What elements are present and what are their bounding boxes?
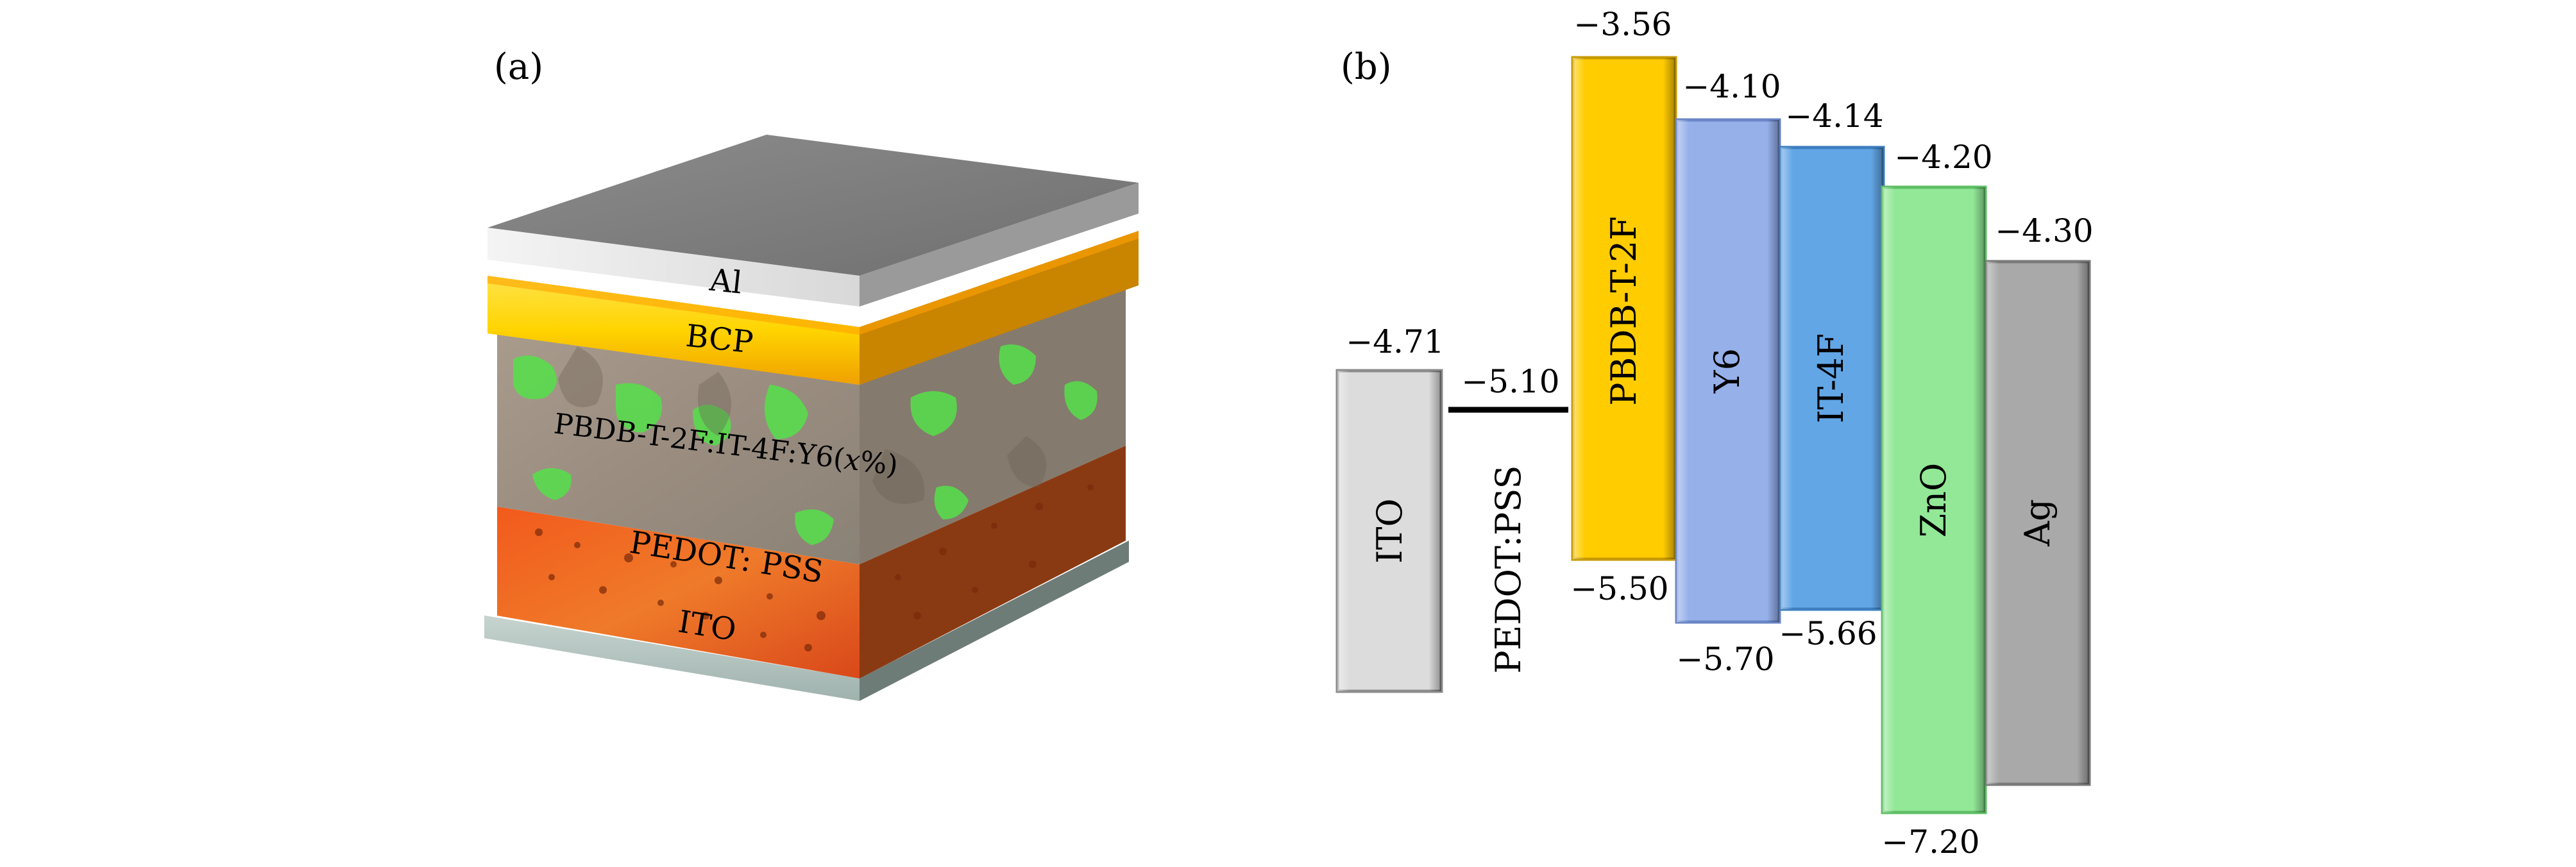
layer-active xyxy=(497,285,1126,564)
layer-al xyxy=(487,135,1139,307)
pedot-right-face xyxy=(860,446,1126,678)
pedot-front-face xyxy=(497,507,860,678)
zno-top-value: −4.20 xyxy=(1894,139,1992,176)
al-top-face xyxy=(487,135,1139,276)
label-ito: ITO xyxy=(676,603,739,648)
bar-it4f: IT-4F xyxy=(1779,146,1885,611)
bar-y6-name: Y6 xyxy=(1707,348,1747,394)
bcp-front-face xyxy=(487,276,860,385)
active-texture-green xyxy=(513,344,1097,545)
zno-bottom-value: −7.20 xyxy=(1881,823,1979,861)
bar-ito-shade xyxy=(1337,371,1441,691)
bar-pbdb-shade xyxy=(1573,58,1675,559)
pedot-texture xyxy=(535,484,1094,652)
y6-top-value: −4.10 xyxy=(1682,68,1781,105)
bar-y6-shade xyxy=(1677,120,1779,622)
ag-top-value: −4.30 xyxy=(1995,212,2093,249)
active-right-face xyxy=(860,285,1126,564)
label-al: Al xyxy=(708,262,744,301)
y6-bottom-value: −5.70 xyxy=(1676,641,1774,678)
bcp-top-edge xyxy=(487,231,1139,335)
layer-ito xyxy=(484,541,1129,701)
layer-pedot xyxy=(497,446,1126,678)
label-bcp: BCP xyxy=(684,318,754,361)
bar-zno-shade xyxy=(1883,187,1985,812)
bcp-right-face xyxy=(860,231,1139,385)
ito-top-value: −4.71 xyxy=(1346,323,1444,360)
pedot-level-value: −5.10 xyxy=(1461,363,1559,400)
bar-zno: ZnO xyxy=(1881,185,1987,814)
pbdb-bottom-value: −5.50 xyxy=(1570,570,1668,607)
active-texture-dark xyxy=(558,346,1047,504)
bar-ito-name: ITO xyxy=(1369,498,1410,564)
it4f-bottom-value: −5.66 xyxy=(1779,615,1877,652)
layer-bcp xyxy=(487,231,1139,385)
al-right-face xyxy=(860,183,1139,307)
pedot-name: PEDOT:PSS xyxy=(1488,466,1529,674)
al-front-face xyxy=(487,228,860,307)
bar-zno-name: ZnO xyxy=(1913,463,1954,538)
it4f-top-value: −4.14 xyxy=(1785,97,1883,135)
bar-y6: Y6 xyxy=(1675,118,1781,624)
panel-a-label: (a) xyxy=(494,46,543,88)
bar-ag-name: Ag xyxy=(2017,499,2058,547)
panel-b: (b) ITO −4.71 −5.10 PEDOT:PSS PBDB-T-2F … xyxy=(1335,6,2094,861)
ito-front-face xyxy=(484,616,860,701)
bar-pbdb-name: PBDB-T-2F xyxy=(1604,216,1644,405)
bar-ag: Ag xyxy=(1985,260,2091,786)
bar-it4f-shade xyxy=(1781,147,1883,609)
bar-pbdb: PBDB-T-2F xyxy=(1571,56,1677,561)
panel-a: (a) xyxy=(484,46,1139,701)
bar-it4f-name: IT-4F xyxy=(1811,333,1851,423)
pbdb-top-value: −3.56 xyxy=(1573,6,1672,43)
bar-ito: ITO xyxy=(1335,369,1443,693)
bar-ag-shade xyxy=(1987,262,2089,784)
panel-b-label: (b) xyxy=(1341,46,1392,88)
ito-right-face xyxy=(860,541,1129,701)
